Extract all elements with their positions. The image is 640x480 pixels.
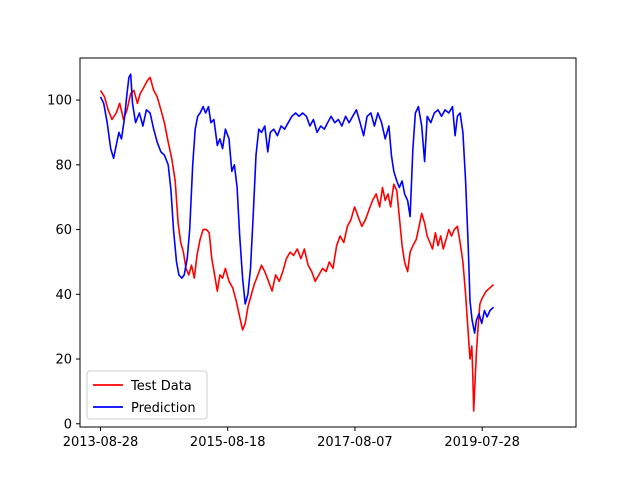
x-axis: 2013-08-28 2015-08-18 2017-08-07 2019-07-28 [63, 427, 520, 450]
x-tick-label: 2017-08-07 [317, 435, 393, 450]
legend-label-prediction: Prediction [131, 401, 196, 416]
y-tick-label: 40 [55, 288, 72, 303]
series-line-test-data [99, 76, 495, 412]
x-tick-label: 2015-08-18 [190, 435, 266, 450]
y-axis: 0 20 40 60 80 100 [47, 94, 80, 432]
y-tick-label: 60 [55, 223, 72, 238]
plot-area-frame [79, 57, 577, 428]
y-tick-label: 0 [64, 417, 72, 432]
y-tick-label: 100 [47, 94, 72, 109]
series-line-prediction [99, 73, 495, 334]
y-tick-label: 20 [55, 353, 72, 368]
x-tick-label: 2013-08-28 [63, 435, 139, 450]
legend: Test Data Prediction [86, 370, 208, 420]
legend-label-test-data: Test Data [130, 379, 192, 394]
series-layer [99, 73, 495, 412]
y-tick-label: 80 [55, 158, 72, 173]
x-tick-label: 2019-07-28 [444, 435, 520, 450]
